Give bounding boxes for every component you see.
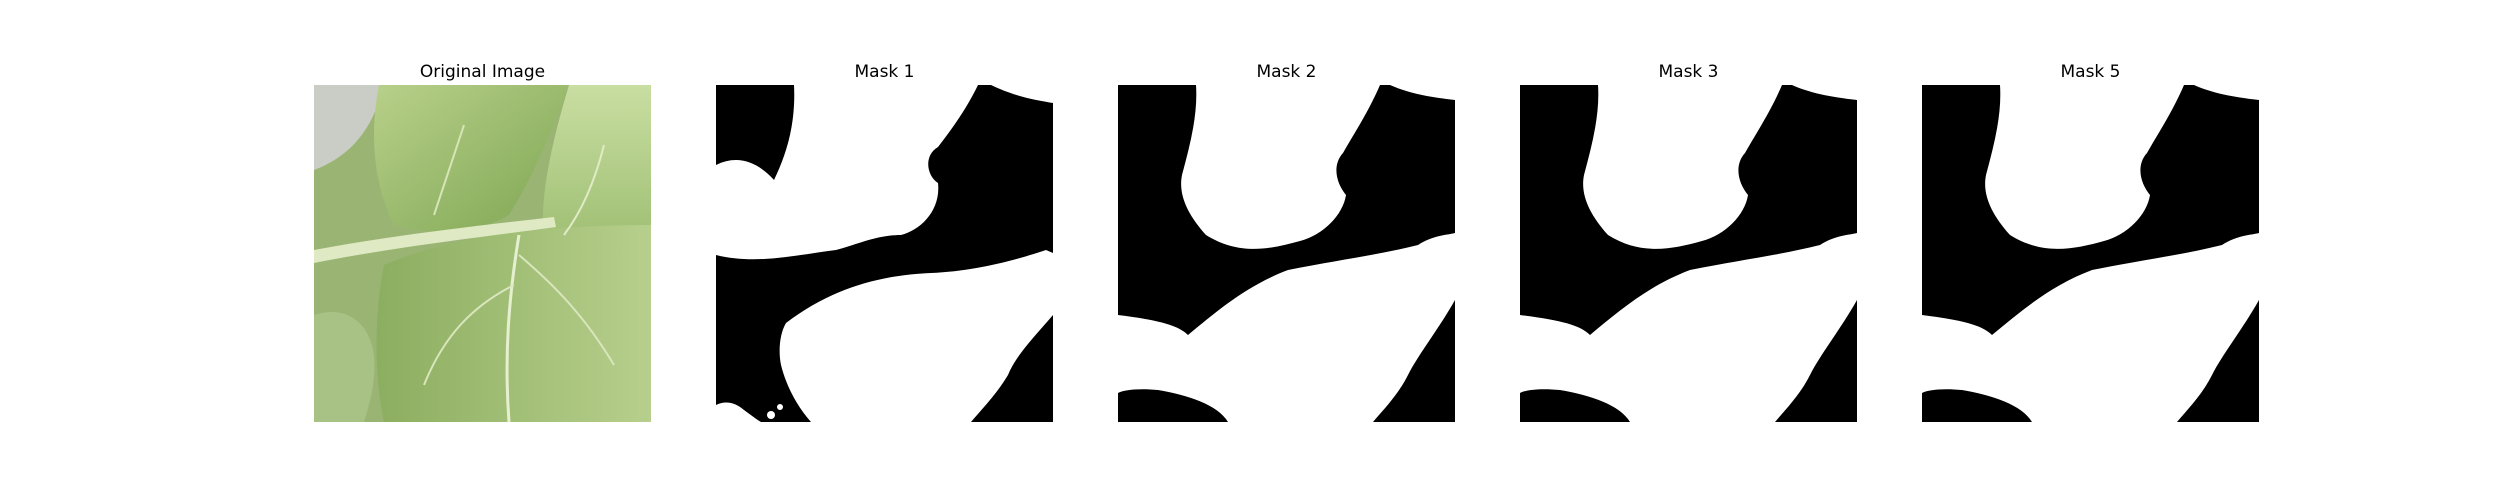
- panel-mask-3: Mask 3: [1520, 60, 1857, 422]
- mask-3-image: [1520, 85, 1857, 422]
- panel-title: Mask 3: [1658, 62, 1719, 82]
- panel-mask-5: Mask 5: [1922, 60, 2259, 422]
- panel-original: Original Image: [314, 60, 651, 422]
- panel-title: Mask 5: [2060, 62, 2121, 82]
- panel-title: Mask 1: [854, 62, 915, 82]
- original-image: [314, 85, 651, 422]
- panel-mask-1: Mask 1: [716, 60, 1053, 422]
- mask-2-image: [1118, 85, 1455, 422]
- panel-title: Original Image: [419, 62, 546, 82]
- panel-title: Mask 2: [1256, 62, 1317, 82]
- mask-5-image: [1922, 85, 2259, 422]
- panel-mask-2: Mask 2: [1118, 60, 1455, 422]
- mask-1-image: [716, 85, 1053, 422]
